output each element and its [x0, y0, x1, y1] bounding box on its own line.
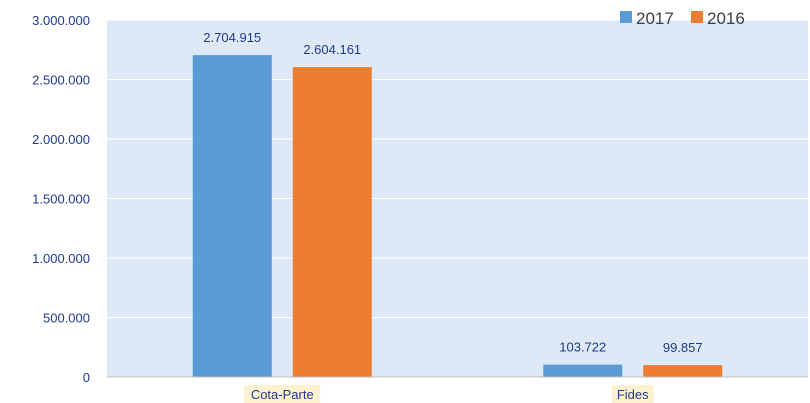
y-tick-label: 2.500.000: [32, 73, 90, 88]
y-tick-label: 500.000: [43, 311, 90, 326]
bar-2017-fides: [543, 364, 623, 377]
y-tick-label: 0: [83, 370, 90, 385]
bars: [192, 55, 723, 378]
legend-swatch: [620, 11, 632, 23]
category-label: Cota-Parte: [251, 387, 314, 402]
data-label: 2.704.915: [203, 30, 261, 45]
legend-label: 2016: [707, 9, 745, 28]
category-label-bg: [244, 385, 321, 403]
category-label-bg: [611, 385, 654, 403]
legend: 2017 2016: [620, 9, 745, 28]
data-label: 2.604.161: [303, 42, 361, 57]
bar-2016-cota-parte: [292, 67, 372, 377]
y-axis-ticks: 0 500.000 1.000.000 1.500.000 2.000.000 2.500…: [32, 13, 90, 385]
bar-2017-cota-parte: [192, 55, 272, 378]
data-labels: 2.704.915 2.604.161 103.722 99.857: [203, 30, 702, 355]
data-label: 103.722: [559, 340, 606, 355]
legend-swatch: [691, 11, 703, 23]
y-tick-label: 1.000.000: [32, 251, 90, 266]
y-tick-label: 1.500.000: [32, 192, 90, 207]
legend-label: 2017: [636, 9, 674, 28]
category-label: Fides: [617, 387, 649, 402]
category-labels: Cota-Parte Fides: [244, 385, 654, 403]
y-tick-label: 3.000.000: [32, 13, 90, 28]
bar-2016-fides: [643, 365, 723, 377]
y-tick-label: 2.000.000: [32, 132, 90, 147]
data-label: 99.857: [663, 340, 703, 355]
